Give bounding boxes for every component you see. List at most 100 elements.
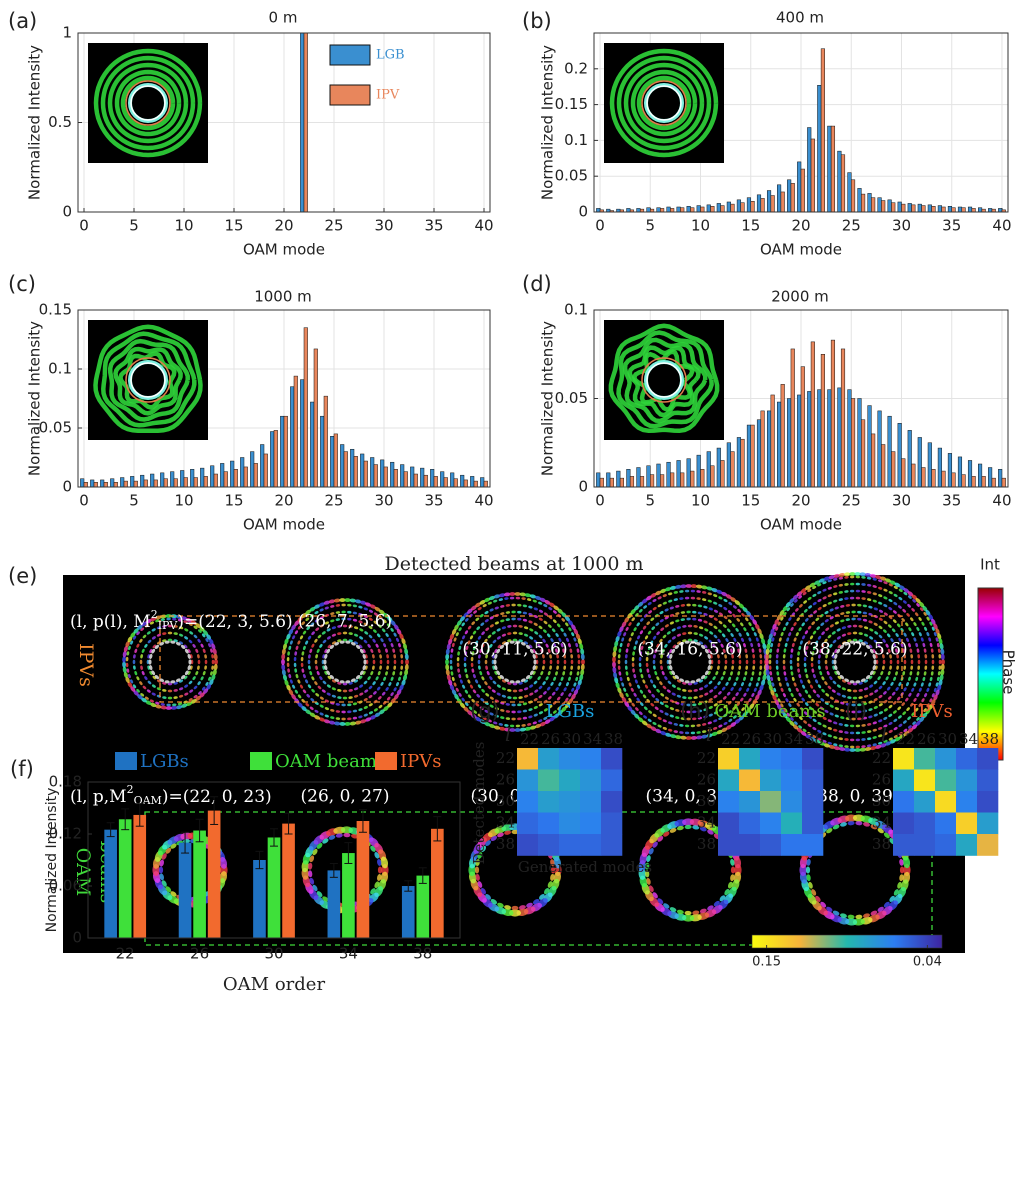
bar xyxy=(610,478,614,487)
bar xyxy=(304,33,308,212)
x-tick-label: 0 xyxy=(79,492,89,510)
beam-speckle xyxy=(688,690,692,693)
panel-label: (a) xyxy=(8,9,37,33)
bar xyxy=(942,471,946,487)
beam-speckle xyxy=(315,660,318,664)
heatmap-cell xyxy=(802,748,823,770)
bar xyxy=(104,830,117,938)
bar xyxy=(380,460,384,487)
bar xyxy=(282,824,295,938)
bar xyxy=(420,468,424,487)
bar xyxy=(320,416,324,487)
bar xyxy=(721,206,725,212)
y-tick-label: 0.2 xyxy=(564,59,588,77)
bar xyxy=(350,449,354,487)
bar xyxy=(871,198,875,212)
bar xyxy=(617,471,621,487)
bar xyxy=(838,388,842,487)
beam-speckle xyxy=(543,660,546,664)
y-tick-label: 22 xyxy=(872,749,891,767)
bar xyxy=(922,468,926,487)
y-tick-label: 0.06 xyxy=(49,877,82,895)
bar xyxy=(637,208,641,212)
x-tick-label: 0 xyxy=(595,217,605,235)
heatmap-cell xyxy=(517,770,538,792)
bar xyxy=(861,420,865,487)
panel-label: (f) xyxy=(10,757,34,781)
bar xyxy=(761,411,765,487)
bar xyxy=(811,342,815,487)
x-tick-label: 25 xyxy=(842,492,861,510)
bar xyxy=(701,207,705,212)
bar xyxy=(210,466,214,487)
heatmap-cell xyxy=(935,813,956,835)
x-tick-label: 20 xyxy=(274,217,293,235)
x-tick-label: 40 xyxy=(992,492,1011,510)
ipv-label-part: (l, p(l), M xyxy=(70,612,151,632)
bar xyxy=(771,395,775,487)
beam-speckle xyxy=(688,632,692,635)
bar xyxy=(431,829,444,938)
beam-speckle xyxy=(373,660,376,664)
bar xyxy=(640,476,644,487)
beam-speckle xyxy=(776,660,779,664)
bar xyxy=(687,206,691,212)
ipv-label: (l, p(l), M2IPV)=(22, 3, 5.6) xyxy=(70,608,293,632)
bar xyxy=(474,481,478,487)
x-tick-label: 20 xyxy=(274,492,293,510)
heatmap-cell xyxy=(580,770,601,792)
x-tick-label: 26 xyxy=(917,730,936,748)
x-tick-label: 35 xyxy=(424,492,443,510)
beam-speckle xyxy=(873,659,876,664)
bar xyxy=(354,456,358,487)
bar xyxy=(831,340,835,487)
x-tick-label: 5 xyxy=(129,217,139,235)
beam-speckle xyxy=(618,660,621,664)
bar xyxy=(637,468,641,487)
bar xyxy=(119,819,132,938)
bar xyxy=(912,464,916,487)
beam-speckle xyxy=(387,660,390,664)
bar xyxy=(344,452,348,487)
bar xyxy=(982,476,986,487)
x-tick-label: 30 xyxy=(562,730,581,748)
y-tick-label: 0 xyxy=(578,478,588,496)
bar xyxy=(484,481,488,487)
heatmap-cell xyxy=(914,748,935,770)
x-tick-label: 0 xyxy=(595,492,605,510)
ipv-label-part: )= xyxy=(177,612,198,632)
bar xyxy=(220,463,224,487)
bar xyxy=(878,198,882,212)
beam-speckle xyxy=(890,660,893,664)
bar xyxy=(596,208,600,212)
colorbar-top-label: Int xyxy=(980,556,1000,574)
bar xyxy=(464,480,468,487)
x-tick-label: 40 xyxy=(474,217,493,235)
bar xyxy=(184,478,188,487)
bar xyxy=(741,203,745,212)
panel-label: (i) xyxy=(845,699,867,723)
beam-speckle xyxy=(513,632,517,635)
bar xyxy=(444,478,448,487)
corner-label: l xyxy=(706,724,712,746)
beam-speckle xyxy=(911,660,914,664)
x-tick-label: 34 xyxy=(959,730,978,748)
bar xyxy=(324,396,328,487)
y-tick-label: 0.1 xyxy=(48,360,72,378)
heatmap-cell xyxy=(956,813,977,835)
y-tick-label: 26 xyxy=(697,770,716,788)
bar xyxy=(891,203,895,212)
bar xyxy=(596,473,600,487)
bar xyxy=(627,469,631,487)
bar xyxy=(848,390,852,487)
x-tick-label: 40 xyxy=(992,217,1011,235)
beam-speckle xyxy=(513,690,517,693)
x-tick-label: 10 xyxy=(691,492,710,510)
beam-speckle xyxy=(818,660,821,664)
bar xyxy=(932,469,936,487)
x-tick-label: 34 xyxy=(339,945,358,963)
y-tick-label: 22 xyxy=(496,749,515,767)
beam-speckle xyxy=(746,660,749,664)
bar xyxy=(858,188,862,212)
